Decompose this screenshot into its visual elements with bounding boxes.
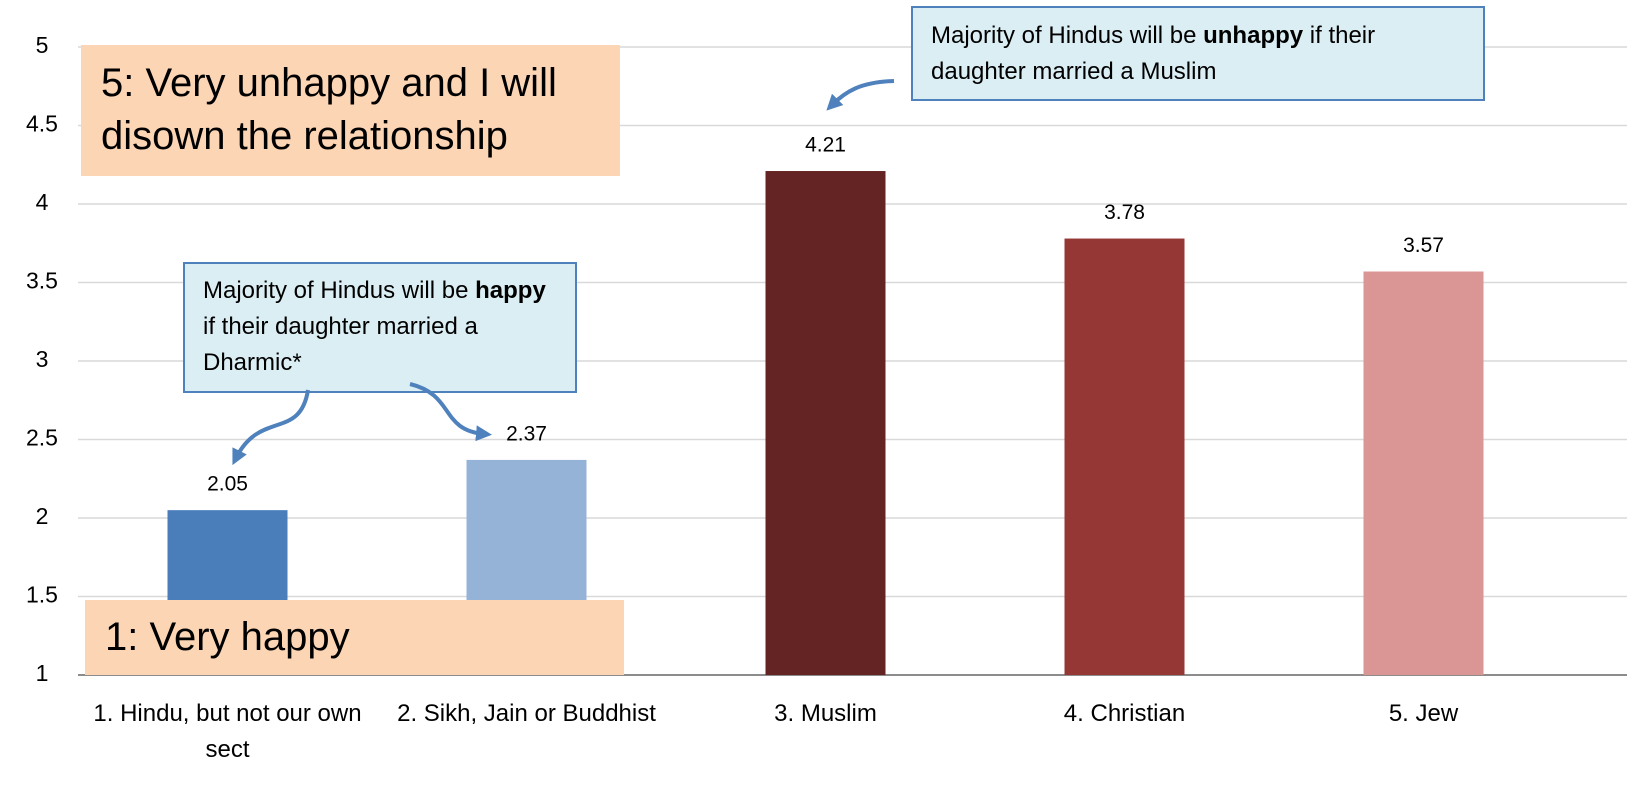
value-label: 4.21 (805, 134, 846, 157)
scale-label-top: 5: Very unhappy and I will disown the re… (81, 45, 620, 176)
y-tick-label: 1.5 (26, 582, 58, 608)
value-label: 3.78 (1104, 201, 1145, 224)
scale-label-text: 5: Very unhappy and I will disown the re… (101, 61, 557, 158)
y-tick-label: 1 (36, 660, 49, 686)
value-label: 2.05 (207, 473, 248, 496)
y-tick-label: 2.5 (26, 425, 58, 451)
bar (1064, 238, 1185, 676)
callout-bold: happy (475, 277, 546, 304)
x-tick-label: 5. Jew (1388, 700, 1459, 727)
callout-text: Majority of Hindus will be (931, 22, 1204, 49)
scale-label-text: 1: Very happy (105, 615, 350, 659)
y-tick-label: 3.5 (26, 268, 58, 294)
callout-text: if their daughter married a Muslim (931, 22, 1376, 85)
value-label: 2.37 (506, 422, 547, 445)
callout-text: if their daughter married a Dharmic* (203, 313, 478, 376)
y-tick-label: 4 (36, 189, 49, 215)
y-tick-label: 4.5 (26, 111, 58, 137)
x-tick-label: 3. Muslim (774, 700, 877, 727)
bar (1363, 271, 1484, 675)
bar (765, 171, 886, 675)
x-tick-label: 4. Christian (1063, 700, 1186, 727)
callout: Majority of Hindus will be unhappy if th… (911, 6, 1485, 101)
callout-text: Majority of Hindus will be (203, 277, 476, 304)
callout-bold: unhappy (1203, 22, 1304, 49)
x-tick-label: 1. Hindu, but not our own sect (93, 700, 362, 763)
callout: Majority of Hindus will be happy if thei… (183, 262, 577, 393)
y-tick-label: 5 (36, 32, 49, 58)
x-tick-label: 2. Sikh, Jain or Buddhist (397, 700, 656, 727)
y-tick-label: 2 (36, 503, 49, 529)
scale-label-bottom: 1: Very happy (85, 600, 624, 675)
y-tick-label: 3 (36, 346, 49, 372)
value-label: 3.57 (1403, 234, 1444, 257)
